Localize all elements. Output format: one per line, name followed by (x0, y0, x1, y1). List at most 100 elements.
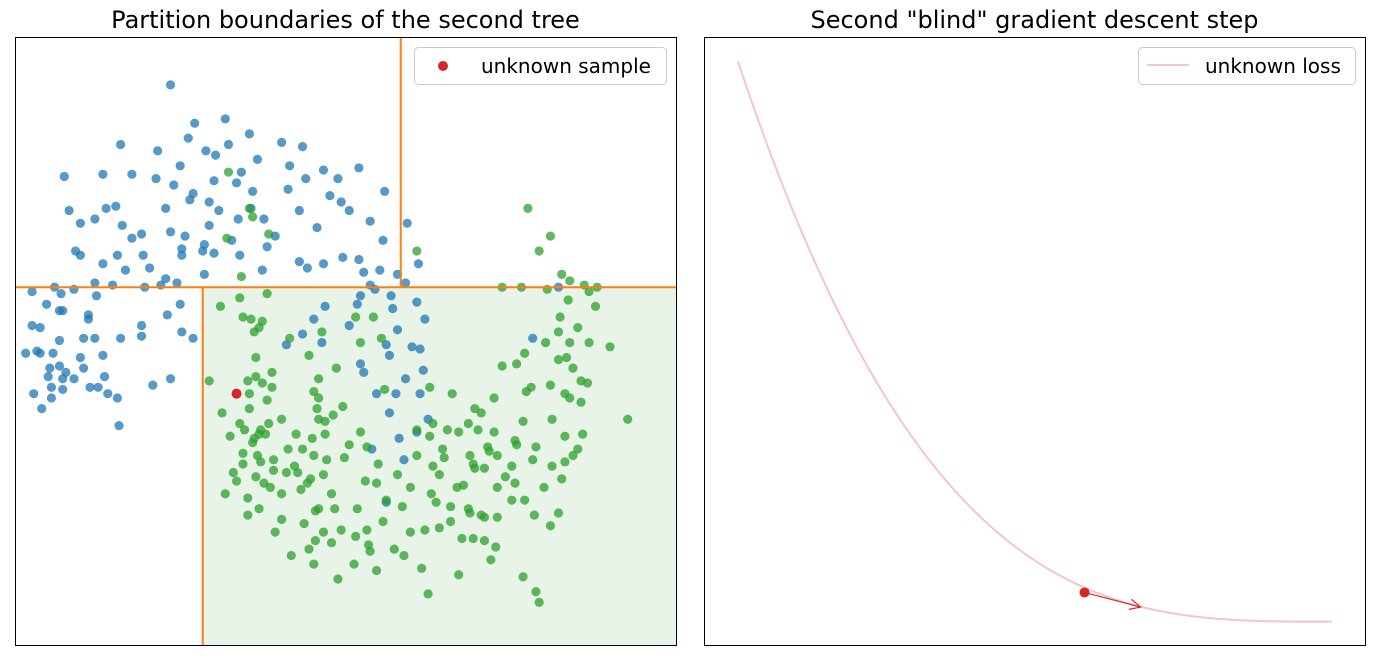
class_b-point (371, 565, 382, 576)
class_a-point (21, 348, 31, 358)
class_b-point (563, 295, 573, 305)
class_b-point (531, 442, 541, 452)
class_b-point (331, 363, 341, 373)
class_a-point (138, 250, 148, 260)
class_b-point (483, 442, 493, 452)
class_b-point (454, 570, 464, 580)
loss-curve (737, 61, 1332, 623)
class_a-point (69, 284, 79, 294)
class_a-point (114, 421, 124, 431)
partition-region-fill (202, 287, 677, 645)
class_b-point (254, 429, 264, 439)
class_b-point (248, 212, 258, 222)
class_a-point (79, 333, 89, 343)
class_b-point (326, 538, 337, 548)
class_a-point (233, 214, 243, 224)
class_a-point (29, 389, 39, 399)
class_b-point (277, 489, 287, 499)
class_b-point (244, 403, 255, 414)
class_b-point (405, 527, 415, 537)
class_a-point (413, 259, 424, 269)
class_b-point (389, 544, 399, 554)
class_b-point (465, 450, 475, 461)
class_b-point (260, 429, 271, 439)
class_b-point (623, 414, 633, 424)
class_b-point (573, 444, 583, 454)
class_a-point (101, 203, 111, 213)
class_a-point (162, 310, 172, 320)
class_a-point (320, 301, 330, 311)
class_b-point (246, 314, 256, 324)
class_a-point (58, 384, 68, 395)
class_b-point (307, 433, 317, 444)
class_a-point (301, 173, 311, 184)
class_a-point (188, 333, 198, 343)
class_b-point (267, 367, 277, 377)
class_a-point (116, 139, 126, 150)
class_b-point (355, 427, 366, 437)
class_b-point (534, 597, 544, 608)
class_b-point (520, 495, 530, 505)
class_b-point (286, 550, 296, 561)
class_b-point (479, 463, 490, 473)
class_a-point (175, 161, 185, 171)
step-arrow-head (1128, 598, 1142, 610)
class_b-point (244, 203, 255, 213)
class_a-point (27, 320, 37, 331)
class_a-point (370, 284, 380, 294)
class_a-point (35, 323, 45, 333)
class_a-point (54, 335, 65, 346)
class_a-point (283, 184, 293, 194)
class_a-point (391, 389, 401, 399)
class_a-point (75, 352, 85, 363)
class_b-point (333, 574, 343, 584)
class_b-point (322, 455, 332, 465)
class_b-point (312, 403, 322, 414)
class_b-point (352, 504, 362, 514)
class_b-point (360, 476, 370, 486)
class_b-point (434, 523, 444, 533)
class_a-point (344, 320, 354, 331)
class_a-point (83, 314, 94, 324)
class_a-point (59, 171, 69, 182)
class_b-point (204, 376, 214, 386)
class_a-point (98, 169, 108, 179)
class_a-point (378, 235, 388, 245)
class_a-point (198, 246, 208, 256)
class_b-point (304, 544, 314, 554)
legend-label-unknown-loss: unknown loss (1205, 54, 1341, 78)
class_b-point (296, 484, 306, 495)
class_b-point (412, 246, 422, 256)
class_b-point (547, 461, 557, 471)
class_a-point (359, 367, 369, 377)
class_a-point (375, 265, 385, 275)
class_b-point (565, 393, 575, 403)
class_a-point (64, 205, 74, 216)
class_b-point (555, 312, 565, 322)
class_b-point (381, 495, 391, 505)
class_a-point (211, 150, 221, 160)
class_b-point (363, 540, 374, 550)
class_b-point (428, 418, 438, 429)
class_a-point (400, 374, 411, 384)
class_a-point (43, 372, 53, 382)
class_a-point (235, 250, 245, 260)
class_a-point (312, 222, 322, 233)
class_b-point (578, 429, 588, 439)
class_a-point (384, 408, 395, 418)
class_b-point (251, 472, 261, 482)
class_a-point (294, 205, 304, 216)
class_b-point (309, 559, 319, 569)
class_b-point (368, 312, 378, 322)
class_b-point (584, 337, 594, 348)
class_b-point (238, 448, 248, 458)
class_b-point (412, 425, 422, 435)
class_b-point (270, 527, 280, 537)
legend-marker-unknown-sample (438, 61, 448, 71)
class_a-point (90, 278, 100, 288)
class_b-point (254, 323, 264, 333)
class_b-point (392, 470, 403, 480)
class_a-point (231, 178, 242, 188)
class_b-point (486, 555, 496, 565)
class_a-point (127, 233, 137, 243)
